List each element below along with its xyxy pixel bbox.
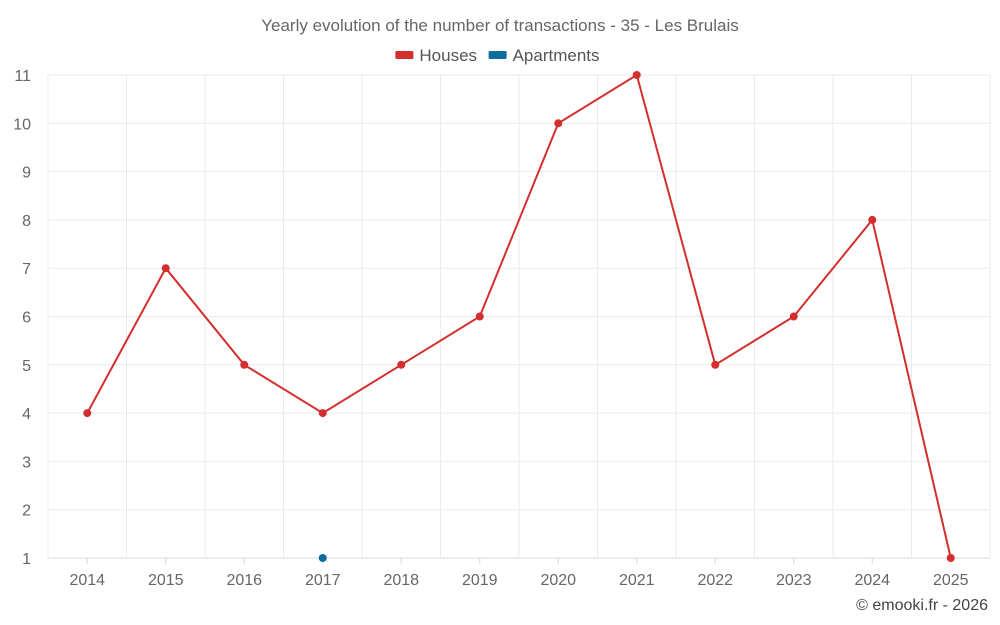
point-houses-2023[interactable] xyxy=(789,312,798,321)
x-tick-label-2017: 2017 xyxy=(305,572,341,589)
legend-label-apartments[interactable]: Apartments xyxy=(513,46,600,65)
point-houses-2018[interactable] xyxy=(397,360,406,369)
x-tick-label-2021: 2021 xyxy=(619,572,655,589)
y-tick-label: 6 xyxy=(22,310,31,327)
legend: Houses Apartments xyxy=(395,46,600,65)
y-tick-label: 8 xyxy=(22,213,31,230)
legend-swatch-houses[interactable] xyxy=(395,51,414,59)
x-axis-ticks: 2014 2015 2016 2017 2018 2019 2020 2021 2022 2023… xyxy=(69,558,969,589)
x-tick-label-2024: 2024 xyxy=(854,572,890,589)
series-layer xyxy=(83,71,955,562)
point-houses-2017[interactable] xyxy=(318,409,327,418)
x-tick-label-2018: 2018 xyxy=(383,572,419,589)
y-tick-label: 1 xyxy=(22,551,31,568)
series-line-houses xyxy=(86,73,952,559)
point-houses-2022[interactable] xyxy=(711,360,720,369)
point-houses-2020[interactable] xyxy=(554,119,563,128)
chart-title: Yearly evolution of the number of transa… xyxy=(261,16,739,35)
x-tick-label-2025: 2025 xyxy=(933,572,969,589)
y-tick-label: 3 xyxy=(22,454,31,471)
x-tick-label-2019: 2019 xyxy=(462,572,498,589)
point-houses-2025[interactable] xyxy=(946,554,955,562)
legend-label-houses[interactable]: Houses xyxy=(419,46,477,65)
point-houses-2024[interactable] xyxy=(868,215,877,224)
y-tick-label: 11 xyxy=(14,68,31,85)
point-houses-2014[interactable] xyxy=(83,409,92,418)
y-tick-label: 5 xyxy=(22,358,31,375)
point-houses-2021[interactable] xyxy=(632,71,641,79)
y-axis-ticks: 1 2 3 4 5 6 7 8 9 10 11 xyxy=(13,68,31,568)
y-tick-label: 10 xyxy=(13,116,31,133)
point-houses-2015[interactable] xyxy=(161,264,170,273)
x-tick-label-2016: 2016 xyxy=(226,572,262,589)
point-apartments-2017[interactable] xyxy=(318,554,327,562)
legend-swatch-apartments[interactable] xyxy=(488,51,507,59)
grid xyxy=(47,74,991,559)
x-tick-label-2020: 2020 xyxy=(540,572,576,589)
x-tick-label-2023: 2023 xyxy=(776,572,812,589)
x-tick-label-2014: 2014 xyxy=(69,572,105,589)
x-tick-label-2022: 2022 xyxy=(697,572,733,589)
x-tick-label-2015: 2015 xyxy=(148,572,184,589)
point-houses-2016[interactable] xyxy=(240,360,249,369)
y-tick-label: 2 xyxy=(22,503,31,520)
y-tick-label: 4 xyxy=(22,406,31,423)
point-houses-2019[interactable] xyxy=(475,312,484,321)
y-tick-label: 7 xyxy=(22,261,31,278)
credit-text: © emooki.fr - 2026 xyxy=(856,597,988,614)
y-tick-label: 9 xyxy=(22,165,31,182)
